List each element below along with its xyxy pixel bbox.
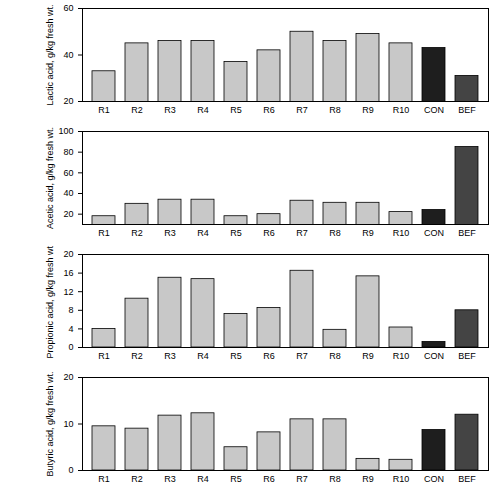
svg-text:Butyric acid, g/kg fresh wt.: Butyric acid, g/kg fresh wt. bbox=[45, 371, 55, 476]
svg-text:R9: R9 bbox=[362, 228, 374, 238]
svg-text:R2: R2 bbox=[131, 105, 143, 115]
svg-text:0: 0 bbox=[68, 342, 73, 352]
svg-text:R7: R7 bbox=[296, 351, 308, 361]
svg-text:16: 16 bbox=[63, 268, 73, 278]
svg-text:R8: R8 bbox=[329, 228, 341, 238]
svg-text:R5: R5 bbox=[230, 228, 242, 238]
svg-text:0: 0 bbox=[68, 465, 73, 475]
svg-text:10: 10 bbox=[63, 419, 73, 429]
svg-text:Lactic acid, g/kg fresh wt.: Lactic acid, g/kg fresh wt. bbox=[45, 4, 55, 105]
svg-text:R10: R10 bbox=[393, 351, 410, 361]
svg-text:R10: R10 bbox=[393, 105, 410, 115]
svg-text:4: 4 bbox=[68, 324, 73, 334]
svg-text:R6: R6 bbox=[263, 351, 275, 361]
svg-text:R9: R9 bbox=[362, 105, 374, 115]
svg-text:R8: R8 bbox=[329, 474, 341, 484]
svg-text:R4: R4 bbox=[197, 351, 209, 361]
svg-text:20: 20 bbox=[63, 249, 73, 259]
svg-text:Acetic acid, g/kg fresh wt.: Acetic acid, g/kg fresh wt. bbox=[45, 127, 55, 229]
svg-text:R7: R7 bbox=[296, 474, 308, 484]
svg-text:R6: R6 bbox=[263, 105, 275, 115]
svg-text:8: 8 bbox=[68, 305, 73, 315]
svg-text:R4: R4 bbox=[197, 105, 209, 115]
svg-text:R4: R4 bbox=[197, 228, 209, 238]
svg-text:20: 20 bbox=[63, 209, 73, 219]
svg-text:CON: CON bbox=[424, 228, 444, 238]
svg-text:BEF: BEF bbox=[458, 351, 476, 361]
svg-text:BEF: BEF bbox=[458, 474, 476, 484]
svg-text:R3: R3 bbox=[164, 228, 176, 238]
svg-text:R1: R1 bbox=[98, 474, 110, 484]
svg-text:R2: R2 bbox=[131, 351, 143, 361]
svg-text:R9: R9 bbox=[362, 351, 374, 361]
svg-text:80: 80 bbox=[63, 147, 73, 157]
svg-text:R1: R1 bbox=[98, 351, 110, 361]
svg-text:20: 20 bbox=[63, 96, 73, 106]
svg-text:CON: CON bbox=[424, 351, 444, 361]
svg-text:20: 20 bbox=[63, 372, 73, 382]
svg-text:R2: R2 bbox=[131, 228, 143, 238]
svg-text:R9: R9 bbox=[362, 474, 374, 484]
svg-text:R8: R8 bbox=[329, 351, 341, 361]
svg-text:12: 12 bbox=[63, 287, 73, 297]
svg-text:40: 40 bbox=[63, 50, 73, 60]
svg-text:R3: R3 bbox=[164, 474, 176, 484]
svg-text:BEF: BEF bbox=[458, 228, 476, 238]
svg-text:R8: R8 bbox=[329, 105, 341, 115]
svg-text:R7: R7 bbox=[296, 228, 308, 238]
svg-text:R3: R3 bbox=[164, 351, 176, 361]
svg-text:R5: R5 bbox=[230, 351, 242, 361]
svg-text:R5: R5 bbox=[230, 105, 242, 115]
svg-text:R4: R4 bbox=[197, 474, 209, 484]
svg-text:R10: R10 bbox=[393, 474, 410, 484]
svg-text:40: 40 bbox=[63, 188, 73, 198]
svg-text:R1: R1 bbox=[98, 105, 110, 115]
svg-text:R6: R6 bbox=[263, 474, 275, 484]
svg-text:R3: R3 bbox=[164, 105, 176, 115]
svg-text:R5: R5 bbox=[230, 474, 242, 484]
svg-text:60: 60 bbox=[63, 3, 73, 13]
svg-text:BEF: BEF bbox=[458, 105, 476, 115]
svg-text:R10: R10 bbox=[393, 228, 410, 238]
svg-text:60: 60 bbox=[63, 168, 73, 178]
svg-text:R7: R7 bbox=[296, 105, 308, 115]
svg-text:CON: CON bbox=[424, 474, 444, 484]
svg-text:Propionic acid, g/kg fresh wt.: Propionic acid, g/kg fresh wt. bbox=[45, 246, 55, 359]
svg-text:CON: CON bbox=[424, 105, 444, 115]
svg-text:R1: R1 bbox=[98, 228, 110, 238]
svg-text:100: 100 bbox=[58, 126, 73, 136]
svg-text:R6: R6 bbox=[263, 228, 275, 238]
svg-text:R2: R2 bbox=[131, 474, 143, 484]
